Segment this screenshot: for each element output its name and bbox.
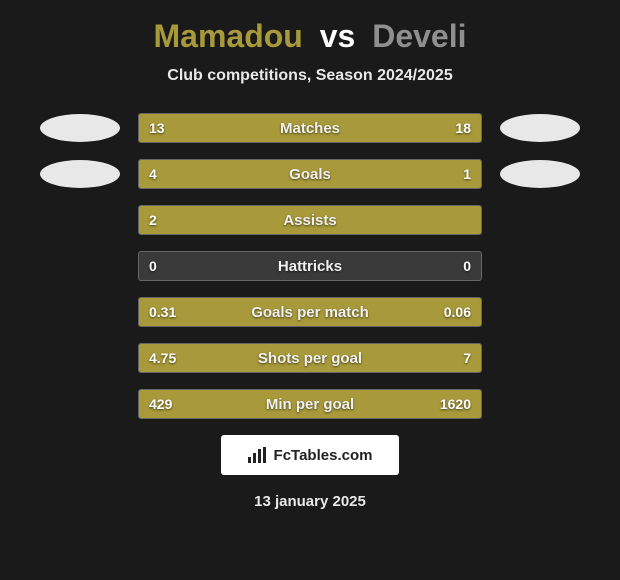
stat-label: Min per goal [139,390,481,418]
stat-row: 4.75 Shots per goal 7 [0,343,620,373]
spacer [508,298,588,326]
title: Mamadou vs Develi [0,18,620,55]
stat-bar: 4 Goals 1 [138,159,482,189]
stat-row: 4 Goals 1 [0,159,620,189]
player1-badge [40,160,120,188]
stat-bar: 0.31 Goals per match 0.06 [138,297,482,327]
stat-row: 0.31 Goals per match 0.06 [0,297,620,327]
spacer [32,390,112,418]
stat-label: Goals [139,160,481,188]
stat-row: 0 Hattricks 0 [0,251,620,281]
stat-value-right: 0.06 [444,298,471,326]
spacer [508,390,588,418]
spacer [32,344,112,372]
stat-bar: 0 Hattricks 0 [138,251,482,281]
stat-row: 13 Matches 18 [0,113,620,143]
stat-value-right: 7 [463,344,471,372]
title-player1: Mamadou [154,18,303,54]
spacer [32,206,112,234]
spacer [508,206,588,234]
stat-label: Matches [139,114,481,142]
stat-bar: 13 Matches 18 [138,113,482,143]
footer-date: 13 january 2025 [0,493,620,510]
stat-label: Goals per match [139,298,481,326]
title-player2: Develi [372,18,466,54]
player2-badge [500,114,580,142]
stat-row: 2 Assists [0,205,620,235]
player2-badge [500,160,580,188]
stat-label: Shots per goal [139,344,481,372]
spacer [508,252,588,280]
bar-chart-icon [248,447,268,463]
stat-label: Assists [139,206,481,234]
fctables-logo: FcTables.com [221,435,399,475]
stat-bar: 4.75 Shots per goal 7 [138,343,482,373]
stat-value-right: 1 [463,160,471,188]
stat-label: Hattricks [139,252,481,280]
spacer [32,298,112,326]
player1-badge [40,114,120,142]
subtitle: Club competitions, Season 2024/2025 [0,67,620,85]
spacer [508,344,588,372]
comparison-infographic: Mamadou vs Develi Club competitions, Sea… [0,0,620,580]
stat-value-right: 0 [463,252,471,280]
title-vs: vs [320,18,356,54]
footer-logo-wrap: FcTables.com [0,435,620,475]
stat-bar: 2 Assists [138,205,482,235]
stat-bar: 429 Min per goal 1620 [138,389,482,419]
stat-row: 429 Min per goal 1620 [0,389,620,419]
spacer [32,252,112,280]
logo-text: FcTables.com [274,447,373,464]
stat-value-right: 1620 [440,390,471,418]
stat-value-right: 18 [455,114,471,142]
